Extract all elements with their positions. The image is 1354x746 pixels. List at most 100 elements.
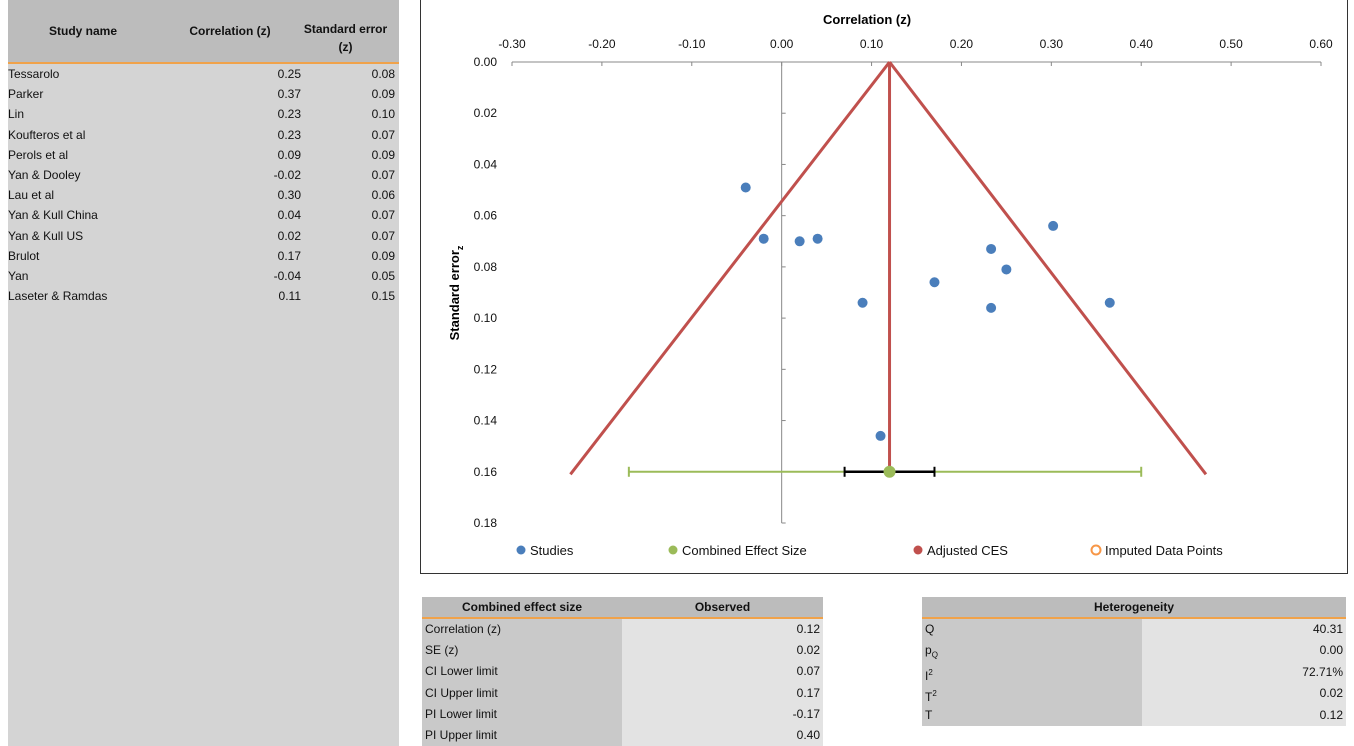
combined-effect-size-table: Combined effect size Observed Correlatio…: [422, 597, 823, 746]
correlation-cell: 0.25: [277, 67, 301, 81]
ces-label: CI Lower limit: [422, 661, 622, 683]
correlation-cell: 0.30: [277, 188, 301, 203]
study-row: Yan & Kull US 0.02 0.07: [8, 226, 399, 246]
standard-error-cell: 0.07: [371, 228, 395, 243]
ces-label: PI Upper limit: [422, 725, 622, 746]
x-tick-label: 0.30: [1040, 37, 1064, 51]
legend-marker: [913, 545, 923, 555]
study-row: Perols et al 0.09 0.09: [8, 145, 399, 165]
svg-text:Standard errorz: Standard errorz: [447, 245, 465, 340]
correlation-cell: 0.09: [277, 147, 301, 162]
x-axis-title: Correlation (z): [823, 12, 911, 27]
x-tick-label: 0.60: [1309, 37, 1333, 51]
standard-error-cell: 0.08: [371, 67, 395, 81]
ces-row: SE (z) 0.02: [422, 640, 823, 662]
ces-label: Correlation (z): [422, 619, 622, 641]
standard-error-cell: 0.05: [371, 268, 395, 283]
y-tick-label: 0.04: [474, 157, 498, 171]
study-name-cell: Yan & Dooley: [8, 167, 81, 182]
standard-error-cell: 0.09: [371, 248, 395, 263]
funnel-plot: Correlation (z) Standard errorz -0.30 -0.…: [420, 0, 1348, 574]
y-tick-label: 0.08: [474, 260, 498, 274]
y-tick-label: 0.06: [474, 209, 498, 223]
ces-value: 0.07: [622, 661, 823, 683]
het-value: 0.00: [1142, 640, 1346, 662]
ces-value: 0.40: [622, 725, 823, 746]
study-point: [812, 233, 823, 244]
study-rows: Tessarolo 0.25 0.08 Parker 0.37 0.09 Lin 0.23 0.…: [8, 64, 399, 306]
study-point: [758, 233, 769, 244]
het-label-superscript: 2: [928, 667, 933, 677]
study-row: Brulot 0.17 0.09: [8, 246, 399, 266]
het-label-text: Q: [925, 622, 935, 636]
study-point: [1048, 220, 1059, 231]
axes: -0.30 -0.20 -0.10 0.00 0.10 0.20 0.30 0.40 0.50 0…: [474, 37, 1333, 530]
ces-label: PI Lower limit: [422, 703, 622, 725]
heterogeneity-table: Heterogeneity Q 40.31 pQ 0.00 I2 72.71% T2 0.02…: [922, 597, 1346, 727]
study-name-cell: Yan: [8, 268, 29, 283]
correlation-cell: -0.04: [273, 268, 301, 283]
het-value: 40.31: [1142, 619, 1346, 641]
study-row: Parker 0.37 0.09: [8, 84, 399, 104]
study-name-cell: Lin: [8, 107, 25, 122]
ces-header-value: Observed: [694, 600, 751, 614]
ces-table-header: Combined effect size Observed: [422, 597, 823, 619]
het-label: T: [922, 704, 1142, 726]
standard-error-cell: 0.10: [371, 107, 395, 122]
het-value: 72.71%: [1142, 661, 1346, 684]
correlation-cell: 0.02: [277, 228, 301, 243]
study-table-header: Study name Correlation (z) Standard erro…: [8, 0, 399, 64]
study-row: Koufteros et al 0.23 0.07: [8, 125, 399, 145]
ces-row: Correlation (z) 0.12: [422, 619, 823, 641]
correlation-cell: -0.02: [273, 167, 301, 182]
study-row: Yan & Dooley -0.02 0.07: [8, 165, 399, 185]
study-row: Yan -0.04 0.05: [8, 266, 399, 286]
het-label-superscript: 2: [932, 689, 937, 699]
het-label: I2: [922, 661, 1142, 684]
study-row: Yan & Kull China 0.04 0.07: [8, 205, 399, 225]
study-point: [857, 297, 868, 308]
standard-error-cell: 0.06: [371, 188, 395, 203]
study-name-cell: Parker: [8, 87, 44, 102]
x-tick-label: -0.10: [678, 37, 706, 51]
correlation-cell: 0.23: [277, 127, 301, 142]
het-row: I2 72.71%: [922, 661, 1346, 684]
correlation-cell: 0.11: [278, 289, 301, 304]
ces-row: PI Upper limit 0.40: [422, 725, 823, 746]
het-label-text: T: [925, 707, 933, 722]
het-label: pQ: [922, 640, 1142, 662]
study-point: [986, 302, 997, 313]
study-row: Lau et al 0.30 0.06: [8, 185, 399, 205]
ces-row: PI Lower limit -0.17: [422, 703, 823, 725]
het-label-subscript: Q: [931, 650, 938, 660]
study-points: [740, 182, 1115, 478]
correlation-header: Correlation (z): [189, 24, 271, 38]
ces-value: 0.02: [622, 640, 823, 662]
legend: Studies Combined Effect Size Adjusted CES I…: [516, 543, 1223, 558]
ces-label: CI Upper limit: [422, 682, 622, 704]
ces-label: SE (z): [422, 640, 622, 662]
y-axis-title-main: Standard error: [447, 250, 462, 340]
standard-error-cell: 0.07: [371, 127, 395, 142]
study-point: [986, 243, 997, 254]
y-tick-label: 0.00: [474, 55, 498, 69]
study-name-cell: Laseter & Ramdas: [8, 289, 108, 304]
legend-marker: [516, 545, 526, 555]
het-row: Q 40.31: [922, 619, 1346, 641]
study-point: [1104, 297, 1115, 308]
standard-error-cell: 0.09: [371, 147, 395, 162]
het-row: T2 0.02: [922, 683, 1346, 705]
combined-effect-size-point: [883, 465, 896, 478]
ces-row: CI Upper limit 0.17: [422, 682, 823, 704]
funnel-plot-svg: Correlation (z) Standard errorz -0.30 -0.…: [447, 12, 1333, 558]
y-tick-label: 0.02: [474, 106, 498, 120]
legend-label: Combined Effect Size: [682, 543, 807, 558]
funnel-right-line: [888, 61, 1208, 476]
standard-error-header: Standard error (z): [303, 21, 388, 54]
x-tick-label: -0.20: [588, 37, 616, 51]
ces-value: 0.12: [622, 619, 823, 641]
ces-value: 0.17: [622, 682, 823, 704]
study-table: Study name Correlation (z) Standard erro…: [8, 0, 399, 746]
het-row: pQ 0.00: [922, 640, 1346, 662]
het-label-text: I: [925, 668, 929, 683]
